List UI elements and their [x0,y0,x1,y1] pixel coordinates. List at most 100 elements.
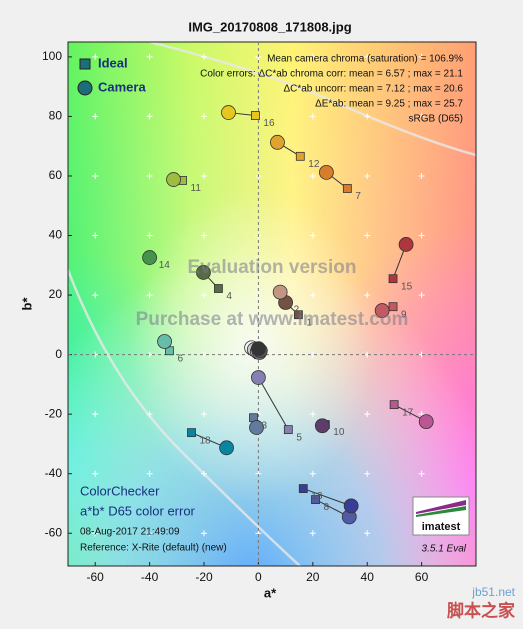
camera-point [166,172,181,187]
point-label: 14 [159,260,171,271]
stats-line: ΔE*ab: mean = 9.25 ; max = 25.7 [315,99,463,110]
camera-point [343,498,359,514]
camera-point [418,414,434,430]
grid-plus [92,232,99,239]
point-label: 2 [294,304,300,315]
grid-plus [309,470,316,477]
x-axis-label: a* [264,585,277,600]
y-tick-label: 20 [49,287,63,301]
grid-plus [92,53,99,60]
point-label: 11 [191,183,202,194]
grid-plus [309,172,316,179]
y-tick-label: 40 [49,228,63,242]
grid-plus [418,113,425,120]
chart-subtitle: a*b* D65 color error [80,503,196,518]
reference: Reference: X-Rite (default) (new) [80,543,227,554]
y-tick-label: -20 [45,406,63,420]
ideal-point [283,425,293,435]
grid-plus [364,292,371,299]
grid-plus [146,292,153,299]
grid-plus [364,172,371,179]
grid-plus [418,292,425,299]
camera-point [314,418,330,434]
grid-plus [364,232,371,239]
camera-point [221,105,236,120]
grid-plus [146,411,153,418]
grid-plus [146,113,153,120]
point-label: 12 [308,159,320,170]
ideal-point [311,495,320,505]
grid-plus [418,172,425,179]
grid-plus [146,53,153,60]
grid-plus [201,53,207,60]
grid-plus [146,232,153,239]
camera-point [270,134,285,150]
watermark: Purchase at www.imatest.com [136,309,409,330]
grid-plus [92,172,99,179]
logo-stripes [416,500,466,514]
grid-plus [146,470,153,477]
ideal-point [388,274,398,284]
plot-background [68,42,476,566]
grid-plus [92,470,99,477]
y-tick-label: 60 [49,168,63,182]
camera-point [142,250,158,265]
logo-text: imatest [422,521,461,533]
point-label: 8 [324,502,330,513]
grid-plus [418,53,425,60]
x-tick-label: -40 [141,570,159,584]
grid-plus [201,292,207,299]
camera-point [249,420,264,435]
ideal-point [214,284,223,293]
camera-point [196,265,211,280]
grid-plus [201,470,207,477]
point-label: 17 [402,407,414,418]
point-label: 1 [306,317,312,328]
grid-plus [364,411,371,418]
watermark: Evaluation version [188,257,357,278]
grid-plus [201,172,207,179]
grid-plus [92,292,99,299]
stats-line: sRGB (D65) [409,114,463,125]
grid-plus [364,530,371,537]
grid-plus [418,232,425,239]
camera-point [272,284,288,300]
logo-stripes [416,506,466,517]
ideal-point [389,400,399,410]
plot-frame [67,41,477,567]
ideal-point [388,302,398,312]
point-label: 15 [401,281,413,292]
y-axis-label: b* [19,297,34,311]
legend-marker [77,80,93,96]
ideal-point [342,184,352,193]
point-label: 18 [199,435,211,446]
x-tick-label: 40 [361,570,375,584]
y-tick-label: 80 [49,109,63,123]
x-tick-label: 0 [255,570,262,584]
grid-plus [146,172,153,179]
grid-plus [309,53,316,60]
x-tick-label: 20 [306,570,320,584]
ideal-point [293,310,303,320]
version: 3.5.1 Eval [422,544,467,555]
grid-plus [201,411,207,418]
legend-label: Camera [98,79,146,94]
point-label: 4 [226,291,232,302]
grid-plus [418,470,425,477]
point-label: 13 [311,491,323,502]
date: 08-Aug-2017 21:49:09 [80,527,180,538]
grid-plus [309,232,316,239]
grid-plus [309,292,316,299]
point-label: 5 [296,432,302,443]
camera-point [219,440,234,456]
site-watermark: jb51.net [471,585,515,599]
camera-point [374,303,390,318]
legend-marker [79,58,91,70]
grid-plus [309,113,316,120]
grid-plus [146,530,153,537]
grid-plus [309,411,316,418]
grid-plus [309,530,316,537]
point-label: 9 [401,309,407,320]
x-tick-label: -60 [87,570,105,584]
